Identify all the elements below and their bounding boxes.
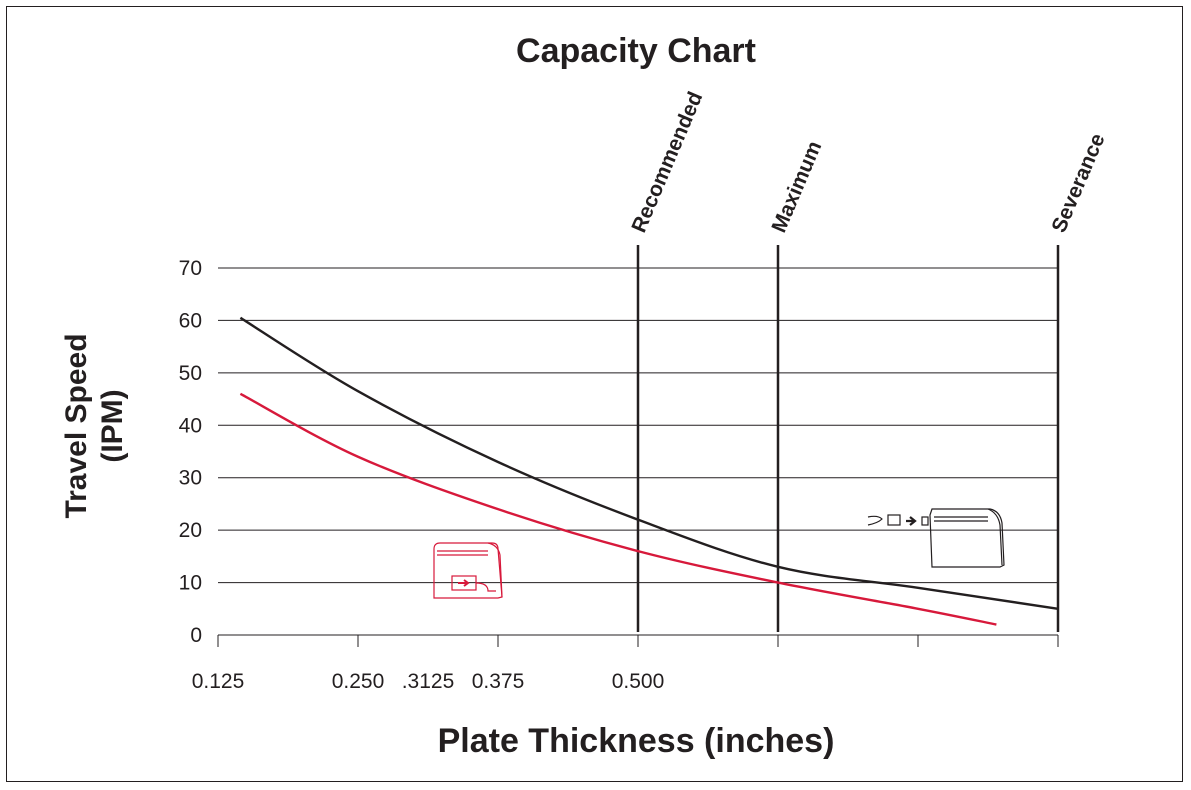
series-line-0 xyxy=(239,316,1059,610)
x-tick-label: 0.375 xyxy=(472,670,525,693)
chart-title: Capacity Chart xyxy=(516,32,756,70)
x-tick-label: .3125 xyxy=(402,670,455,693)
y-tick-label: 30 xyxy=(179,467,202,490)
y-tick-label: 40 xyxy=(179,414,202,437)
reference-label-maximum: Maximum xyxy=(767,138,826,236)
y-tick-label: 0 xyxy=(190,624,202,647)
x-axis-title: Plate Thickness (inches) xyxy=(438,722,835,760)
x-tick-marks xyxy=(217,635,1059,647)
reference-label-recommended: Recommended xyxy=(627,88,707,236)
y-tick-label: 20 xyxy=(179,519,202,542)
machine-front-panel-icon xyxy=(433,542,503,599)
y-tick-label: 50 xyxy=(179,362,202,385)
reference-label-severance: Severance xyxy=(1047,130,1109,236)
series-lines xyxy=(239,316,1059,626)
series-line-1 xyxy=(239,392,997,626)
y-tick-label: 60 xyxy=(179,309,202,332)
y-tick-label: 10 xyxy=(179,572,202,595)
x-tick-label: 0.500 xyxy=(612,670,665,693)
x-tick-label: 0.250 xyxy=(332,670,385,693)
machine-rear-plug-icon xyxy=(867,508,1005,568)
y-axis-label-line1: Travel Speed xyxy=(60,333,93,518)
reference-lines: Recommended Maximum Severance xyxy=(627,88,1110,632)
x-tick-label: 0.125 xyxy=(192,670,245,693)
x-tick-labels: 0.125 0.250 .3125 0.375 0.500 xyxy=(192,670,665,693)
y-tick-label: 70 xyxy=(179,257,202,280)
y-axis-label-line2: (IPM) xyxy=(96,389,129,462)
chart-frame xyxy=(6,6,1183,782)
y-axis-title: Travel Speed (IPM) xyxy=(60,333,129,518)
y-tick-labels: 0 10 20 30 40 50 60 70 xyxy=(179,257,202,647)
